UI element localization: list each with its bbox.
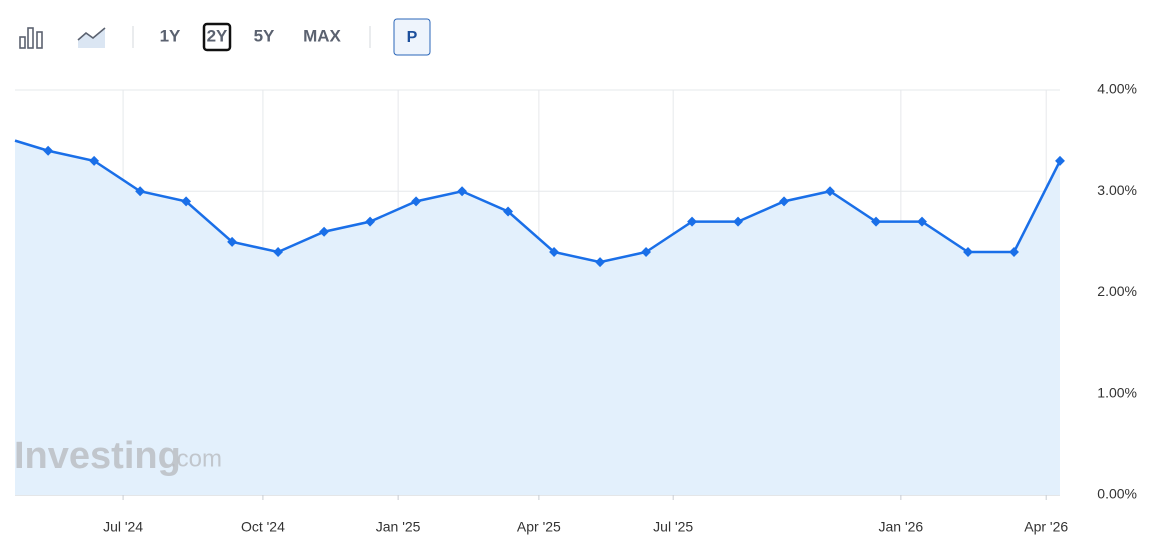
p-button[interactable] xyxy=(393,18,431,56)
point-marker xyxy=(89,155,100,166)
range-button[interactable]: 2Y xyxy=(207,26,228,45)
point-marker xyxy=(825,186,835,197)
point-marker xyxy=(963,247,973,257)
y-tick-label: 3.00% xyxy=(1097,182,1137,198)
y-tick-label: 4.00% xyxy=(1097,81,1137,97)
x-tick-label: Jan '25 xyxy=(376,519,421,535)
point-marker xyxy=(43,145,54,156)
point-marker xyxy=(181,196,192,207)
point-marker xyxy=(227,236,238,247)
point-marker xyxy=(135,186,146,197)
point-marker xyxy=(871,216,881,227)
point-marker xyxy=(1009,247,1019,257)
toolbar: 1Y 2Y 5Y MAX P xyxy=(19,18,431,56)
point-marker xyxy=(319,226,330,237)
watermark: Investing .com xyxy=(14,435,222,477)
point-marker xyxy=(733,216,743,227)
y-tick-label: 0.00% xyxy=(1097,486,1137,502)
range-button[interactable]: 5Y xyxy=(254,26,275,45)
watermark-suffix: .com xyxy=(170,445,222,472)
point-marker xyxy=(503,206,514,217)
y-tick-label: 2.00% xyxy=(1097,283,1137,299)
x-tick-label: Apr '25 xyxy=(517,519,561,535)
x-tick-label: Jul '24 xyxy=(103,519,143,535)
area-fill xyxy=(15,140,1060,495)
x-tick-label: Apr '26 xyxy=(1024,519,1068,535)
watermark-brand: Investing xyxy=(14,435,181,477)
area-chart-icon[interactable] xyxy=(77,27,106,48)
bar-chart-icon[interactable] xyxy=(19,27,43,49)
range-button[interactable]: MAX xyxy=(303,26,341,45)
point-marker xyxy=(1055,155,1065,166)
x-tick-label: Oct '24 xyxy=(241,519,285,535)
line xyxy=(14,139,1062,264)
point-marker xyxy=(917,216,927,227)
point-marker xyxy=(457,186,468,197)
point-marker xyxy=(687,216,697,227)
point-marker xyxy=(779,196,789,207)
p-button-label[interactable]: P xyxy=(407,29,418,46)
x-tick-label: Jan '26 xyxy=(878,519,923,535)
point-marker xyxy=(641,247,651,257)
point-marker xyxy=(595,257,606,268)
y-tick-label: 1.00% xyxy=(1097,384,1137,400)
point-marker xyxy=(273,247,284,257)
point-marker xyxy=(365,216,376,227)
point-marker xyxy=(411,196,422,207)
range-button[interactable]: 1Y xyxy=(160,26,181,45)
x-tick-label: Jul '25 xyxy=(653,519,693,535)
point-marker xyxy=(549,247,560,257)
selected-range-outline xyxy=(202,22,232,52)
